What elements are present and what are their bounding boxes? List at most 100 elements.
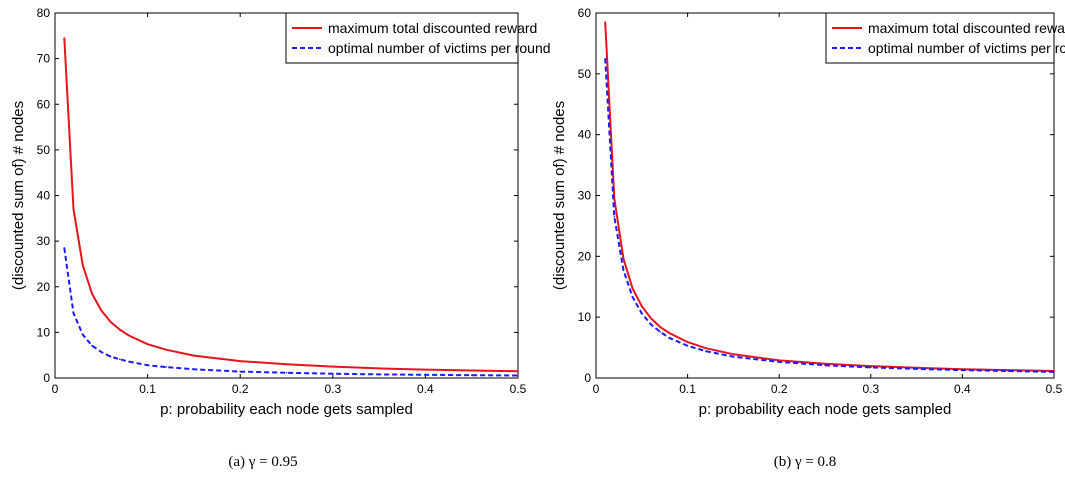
x-tick-label: 0.4 xyxy=(954,382,971,396)
x-tick-label: 0.5 xyxy=(1046,382,1063,396)
y-tick-label: 40 xyxy=(578,128,592,142)
x-tick-label: 0.2 xyxy=(232,382,249,396)
x-tick-label: 0.1 xyxy=(139,382,156,396)
data-point-victims xyxy=(916,368,918,370)
y-tick-label: 30 xyxy=(37,234,51,248)
data-point-victims xyxy=(632,296,634,298)
data-point-victims xyxy=(165,366,167,368)
data-point-victims xyxy=(239,371,241,373)
data-point-reward xyxy=(73,208,75,210)
x-tick-label: 0.3 xyxy=(862,382,879,396)
y-tick-label: 70 xyxy=(37,52,51,66)
y-tick-label: 0 xyxy=(584,371,591,385)
data-point-reward xyxy=(63,37,65,39)
data-point-victims xyxy=(623,270,625,272)
data-point-reward xyxy=(101,310,103,312)
data-point-victims xyxy=(128,361,130,363)
data-point-reward xyxy=(705,347,707,349)
data-point-victims xyxy=(1053,371,1055,373)
x-axis-title: p: probability each node gets sampled xyxy=(160,401,413,418)
y-tick-label: 80 xyxy=(37,6,51,20)
y-tick-label: 50 xyxy=(578,67,592,81)
y-tick-label: 50 xyxy=(37,143,51,157)
plot-frame xyxy=(596,13,1054,378)
y-tick-label: 40 xyxy=(37,189,51,203)
caption-a-text: (a) γ = 0.95 xyxy=(228,454,297,470)
data-point-reward xyxy=(165,349,167,351)
data-point-victims xyxy=(1007,370,1009,372)
y-tick-label: 20 xyxy=(578,249,592,263)
data-point-reward xyxy=(517,370,519,372)
data-point-reward xyxy=(286,364,288,366)
data-point-victims xyxy=(286,372,288,374)
x-axis-title: p: probability each node gets sampled xyxy=(699,401,952,418)
data-point-victims xyxy=(641,313,643,315)
data-point-victims xyxy=(824,364,826,366)
caption-b: (b) γ = 0.8 xyxy=(774,454,837,471)
data-point-reward xyxy=(110,321,112,323)
y-tick-label: 30 xyxy=(578,189,592,203)
data-point-reward xyxy=(239,360,241,362)
data-point-victims xyxy=(517,375,519,377)
data-point-victims xyxy=(193,369,195,371)
data-point-victims xyxy=(73,312,75,314)
x-tick-label: 0 xyxy=(52,382,59,396)
data-point-reward xyxy=(82,265,84,267)
legend-label-reward: maximum total discounted reward xyxy=(868,20,1065,36)
data-point-victims xyxy=(425,374,427,376)
data-point-victims xyxy=(101,351,103,353)
data-point-victims xyxy=(687,345,689,347)
data-point-victims xyxy=(778,361,780,363)
x-tick-label: 0.5 xyxy=(510,382,527,396)
data-point-victims xyxy=(471,374,473,376)
y-tick-label: 10 xyxy=(37,325,51,339)
y-axis-title: (discounted sum of) # nodes xyxy=(551,101,568,290)
data-point-victims xyxy=(91,345,93,347)
legend-label-reward: maximum total discounted reward xyxy=(328,20,537,36)
legend-label-victims: optimal number of victims per round xyxy=(328,40,551,56)
x-tick-label: 0.1 xyxy=(679,382,696,396)
plot-frame xyxy=(55,13,518,378)
series-line-reward xyxy=(64,38,518,371)
x-tick-label: 0.2 xyxy=(771,382,788,396)
data-point-victims xyxy=(659,331,661,333)
data-point-reward xyxy=(471,370,473,372)
data-point-victims xyxy=(82,334,84,336)
data-point-victims xyxy=(63,247,65,249)
data-point-reward xyxy=(604,21,606,23)
data-point-reward xyxy=(632,288,634,290)
data-point-reward xyxy=(668,332,670,334)
x-tick-label: 0 xyxy=(593,382,600,396)
data-point-reward xyxy=(659,326,661,328)
data-point-reward xyxy=(147,343,149,345)
y-tick-label: 60 xyxy=(37,97,51,111)
x-tick-label: 0.4 xyxy=(417,382,434,396)
data-point-victims xyxy=(110,356,112,358)
data-point-victims xyxy=(378,374,380,376)
y-tick-label: 0 xyxy=(43,371,50,385)
x-tick-label: 0.3 xyxy=(324,382,341,396)
data-point-victims xyxy=(604,58,606,60)
caption-b-text: (b) γ = 0.8 xyxy=(774,454,837,470)
data-point-reward xyxy=(687,341,689,343)
data-point-victims xyxy=(147,364,149,366)
data-point-victims xyxy=(332,373,334,375)
y-axis-title: (discounted sum of) # nodes xyxy=(10,101,27,290)
data-point-victims xyxy=(870,367,872,369)
data-point-victims xyxy=(614,216,616,218)
data-point-victims xyxy=(668,337,670,339)
data-point-reward xyxy=(332,366,334,368)
legend: maximum total discounted reward optimal n… xyxy=(826,13,1065,63)
y-tick-label: 60 xyxy=(578,6,592,20)
data-point-reward xyxy=(733,353,735,355)
y-tick-label: 20 xyxy=(37,280,51,294)
data-point-reward xyxy=(91,293,93,295)
data-point-victims xyxy=(650,324,652,326)
series-line-victims xyxy=(64,248,518,376)
data-point-victims xyxy=(733,356,735,358)
data-point-reward xyxy=(193,355,195,357)
legend: maximum total discounted reward optimal n… xyxy=(286,13,551,63)
data-point-reward xyxy=(119,329,121,331)
